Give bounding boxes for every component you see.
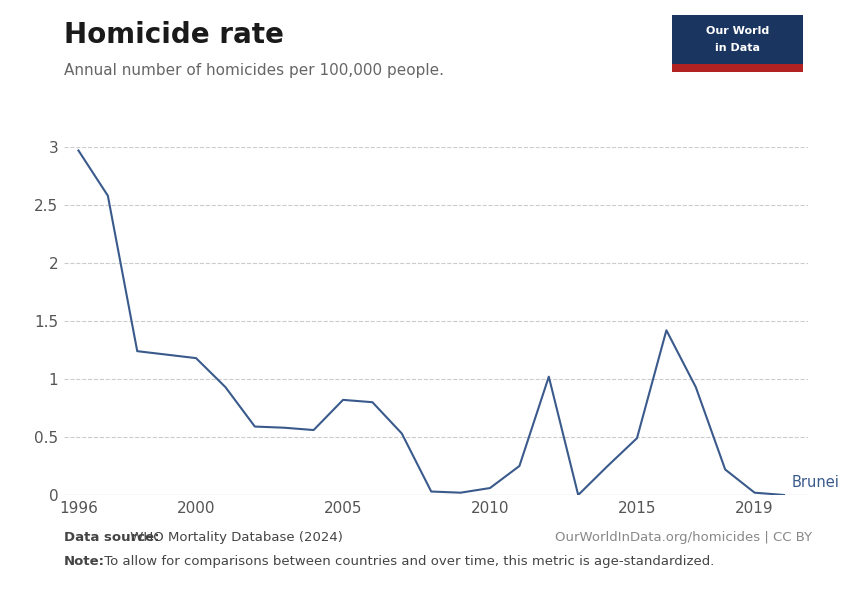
Text: Annual number of homicides per 100,000 people.: Annual number of homicides per 100,000 p… — [64, 63, 444, 78]
Text: Note:: Note: — [64, 555, 105, 568]
Text: To allow for comparisons between countries and over time, this metric is age-sta: To allow for comparisons between countri… — [100, 555, 715, 568]
Text: Brunei: Brunei — [791, 475, 839, 490]
Bar — [672, 64, 803, 72]
Text: Homicide rate: Homicide rate — [64, 21, 284, 49]
Text: Our World: Our World — [706, 26, 769, 36]
Text: in Data: in Data — [715, 43, 760, 53]
Text: WHO Mortality Database (2024): WHO Mortality Database (2024) — [126, 531, 343, 544]
Text: Data source:: Data source: — [64, 531, 159, 544]
Text: OurWorldInData.org/homicides | CC BY: OurWorldInData.org/homicides | CC BY — [554, 531, 812, 544]
